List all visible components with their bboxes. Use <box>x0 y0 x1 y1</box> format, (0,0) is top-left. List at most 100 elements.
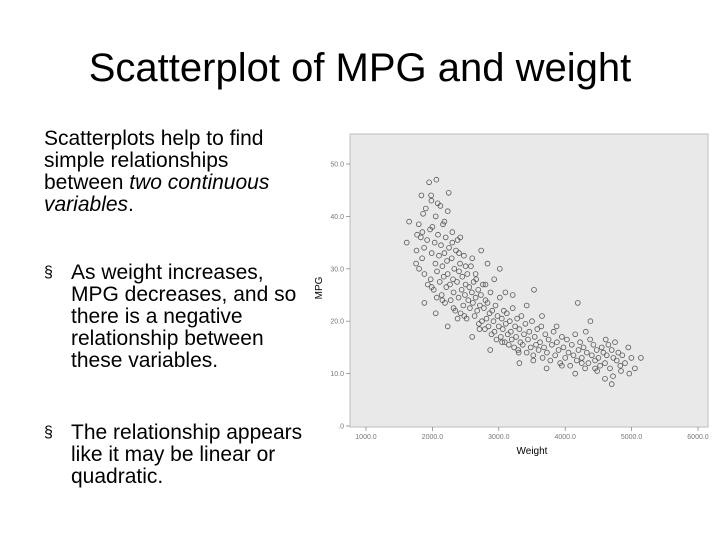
data-point <box>457 260 463 267</box>
data-point <box>508 336 515 343</box>
data-point <box>418 192 425 199</box>
data-point <box>436 252 442 259</box>
data-point <box>419 255 425 262</box>
data-point <box>628 355 635 361</box>
data-point <box>619 352 626 359</box>
data-point <box>499 315 505 322</box>
data-point <box>487 347 494 353</box>
data-point <box>608 381 615 387</box>
data-point <box>432 310 439 317</box>
data-point <box>632 365 638 372</box>
data-point <box>567 362 574 369</box>
data-point <box>531 334 538 340</box>
intro-part-2: . <box>128 193 134 216</box>
data-point <box>432 260 439 267</box>
y-tick-label: 20.0 <box>330 319 344 326</box>
data-point <box>527 344 534 351</box>
data-point <box>441 250 448 256</box>
data-point <box>436 279 443 285</box>
x-tick-label: 1000.0 <box>355 434 377 441</box>
data-point <box>512 323 518 330</box>
data-point <box>506 342 512 348</box>
data-point <box>615 349 622 356</box>
data-point <box>462 263 469 270</box>
x-tick-label: 6000.0 <box>687 434 709 441</box>
y-tick-label: 40.0 <box>330 214 344 221</box>
data-point <box>578 355 585 361</box>
data-point <box>441 218 448 225</box>
data-point <box>477 302 483 309</box>
data-point <box>496 323 502 330</box>
data-point <box>504 310 510 317</box>
data-point <box>406 218 412 225</box>
data-point <box>541 344 547 351</box>
data-point <box>516 360 523 366</box>
data-point <box>602 376 608 382</box>
data-point <box>491 328 498 335</box>
data-point <box>489 307 496 314</box>
data-point <box>502 289 509 296</box>
data-point <box>539 313 545 319</box>
data-point <box>419 229 426 235</box>
y-tick-label: 30.0 <box>330 266 344 273</box>
data-point <box>515 347 521 353</box>
data-point <box>456 250 462 256</box>
data-point <box>438 292 445 298</box>
data-point <box>545 336 552 343</box>
data-point <box>446 245 452 251</box>
data-point <box>459 273 466 280</box>
data-point <box>468 263 474 270</box>
data-point <box>465 297 472 304</box>
x-tick-label: 5000.0 <box>621 434 643 441</box>
data-point <box>509 305 516 311</box>
data-point <box>533 342 539 348</box>
data-point <box>421 300 428 306</box>
data-point <box>448 255 455 262</box>
data-point <box>516 326 523 332</box>
data-point <box>518 313 525 319</box>
data-point <box>593 347 600 353</box>
data-point <box>610 373 616 380</box>
data-point <box>500 326 506 332</box>
data-point <box>497 266 503 272</box>
data-point <box>420 211 426 217</box>
data-point <box>537 339 543 346</box>
data-point <box>444 208 451 214</box>
data-point <box>549 342 555 348</box>
y-axis-label: MPG <box>314 276 325 299</box>
data-point <box>447 281 453 288</box>
data-point <box>534 326 541 332</box>
y-tick-label: 10.0 <box>330 371 344 378</box>
bullet-list: § As weight increases, MPG decreases, an… <box>44 262 306 488</box>
data-point <box>482 326 488 332</box>
data-point <box>602 360 608 366</box>
data-point <box>618 368 624 374</box>
data-point <box>428 284 435 290</box>
data-point <box>490 318 497 325</box>
data-point <box>466 284 473 290</box>
scatter-svg: .0 10.0 20.0 30.0 40.0 50.0 1000.0 2000.0 3000.0… <box>314 133 709 457</box>
data-point <box>625 344 632 351</box>
bullet-marker: § <box>44 264 53 281</box>
data-point <box>547 357 554 364</box>
data-point <box>462 281 469 288</box>
data-point <box>494 313 501 319</box>
data-point <box>578 360 585 366</box>
data-point <box>457 234 464 241</box>
data-point <box>428 197 435 204</box>
data-point <box>560 344 567 351</box>
data-point <box>421 271 428 277</box>
data-point <box>416 266 422 272</box>
data-point <box>444 323 451 330</box>
data-point <box>535 347 542 353</box>
data-point <box>447 297 454 304</box>
data-point <box>553 323 560 330</box>
data-point <box>554 339 560 346</box>
data-point <box>471 313 478 319</box>
data-point <box>433 294 440 301</box>
data-point <box>457 310 464 317</box>
data-point <box>515 349 522 356</box>
data-point <box>555 347 562 353</box>
data-point <box>492 302 499 309</box>
data-point <box>572 370 579 377</box>
